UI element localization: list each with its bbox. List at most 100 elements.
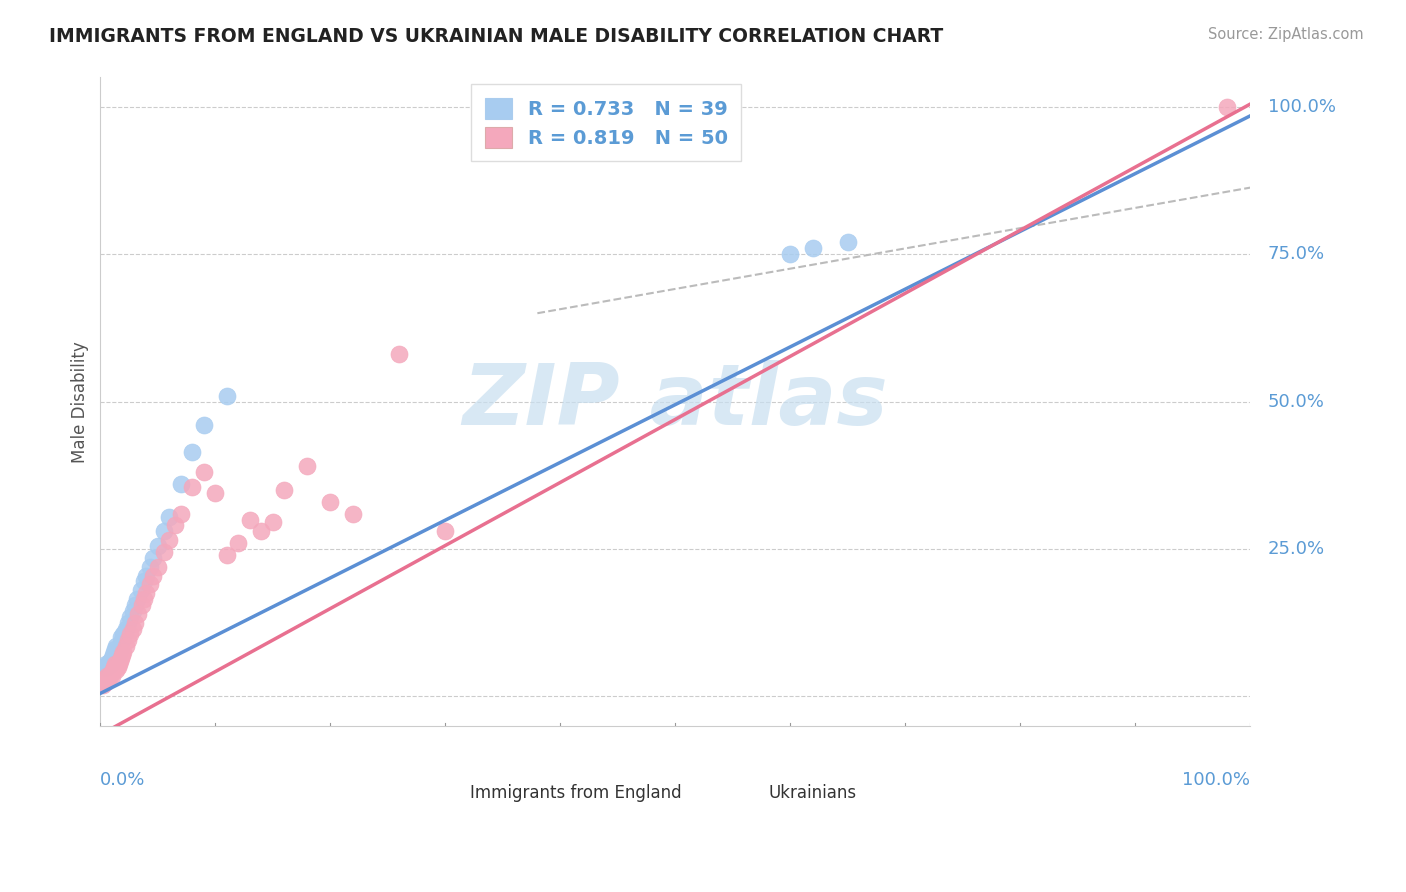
Point [157,533,180,548]
Point [170,507,193,521]
Point [114,639,136,653]
Point [181,444,204,458]
Point [146,539,169,553]
Point [139,577,162,591]
Point [135,568,157,582]
Point [100,665,122,680]
Point [93,660,115,674]
Text: 0.0%: 0.0% [100,772,146,789]
FancyBboxPatch shape [738,772,759,788]
Point [103,660,125,674]
Point [165,518,187,533]
Point [120,627,142,641]
Point [96,669,118,683]
Point [434,524,457,539]
Point [101,669,124,683]
Point [139,559,162,574]
Text: Source: ZipAtlas.com: Source: ZipAtlas.com [1208,27,1364,42]
Point [204,486,226,500]
Point [94,657,117,671]
Point [107,648,129,662]
Point [110,631,132,645]
Point [101,651,124,665]
Point [107,660,129,674]
Point [117,615,139,630]
Point [121,604,143,618]
Point [112,627,135,641]
Point [96,660,118,674]
Point [157,509,180,524]
Point [101,663,124,677]
Point [129,583,152,598]
Point [228,536,250,550]
Point [105,663,128,677]
Y-axis label: Male Disability: Male Disability [72,341,89,463]
Point [837,235,859,250]
Point [262,516,284,530]
FancyBboxPatch shape [440,772,460,788]
Point [93,674,115,689]
Point [250,524,273,539]
Point [152,545,174,559]
Point [135,586,157,600]
Point [94,674,117,689]
Point [779,247,801,261]
Point [297,459,319,474]
Point [132,592,155,607]
Text: 100.0%: 100.0% [1182,772,1250,789]
Point [152,524,174,539]
Point [111,648,134,662]
Point [100,657,122,671]
Point [103,645,125,659]
Point [132,574,155,589]
Text: Immigrants from England: Immigrants from England [470,784,681,802]
Point [181,480,204,494]
Point [342,507,364,521]
Legend: R = 0.733   N = 39, R = 0.819   N = 50: R = 0.733 N = 39, R = 0.819 N = 50 [471,84,741,161]
Point [114,622,136,636]
Point [273,483,295,497]
Point [193,418,215,433]
Point [98,654,121,668]
Point [111,633,134,648]
Point [104,642,127,657]
Point [215,389,238,403]
Point [193,466,215,480]
Point [388,347,411,361]
Point [105,639,128,653]
Point [120,609,142,624]
Point [101,648,124,662]
Text: Ukrainians: Ukrainians [769,784,856,802]
Point [127,607,149,621]
Point [94,672,117,686]
Point [1216,100,1239,114]
Point [124,615,146,630]
Point [97,672,120,686]
Point [146,559,169,574]
Point [142,568,165,582]
Point [319,495,342,509]
Point [91,677,114,691]
Text: 75.0%: 75.0% [1268,245,1324,263]
Point [108,654,131,668]
Point [108,642,131,657]
Text: 50.0%: 50.0% [1268,392,1324,410]
Point [127,592,149,607]
Point [110,651,132,665]
Point [98,669,121,683]
Point [215,548,238,562]
Point [131,598,153,612]
Point [107,645,129,659]
Text: IMMIGRANTS FROM ENGLAND VS UKRAINIAN MALE DISABILITY CORRELATION CHART: IMMIGRANTS FROM ENGLAND VS UKRAINIAN MAL… [49,27,943,45]
Point [803,241,825,255]
Text: 25.0%: 25.0% [1268,540,1324,558]
Point [124,598,146,612]
Point [112,645,135,659]
Point [117,633,139,648]
Text: 100.0%: 100.0% [1268,98,1336,116]
Point [114,624,136,639]
Point [107,657,129,671]
Point [170,477,193,491]
Point [121,622,143,636]
Text: ZIP atlas: ZIP atlas [463,360,889,443]
